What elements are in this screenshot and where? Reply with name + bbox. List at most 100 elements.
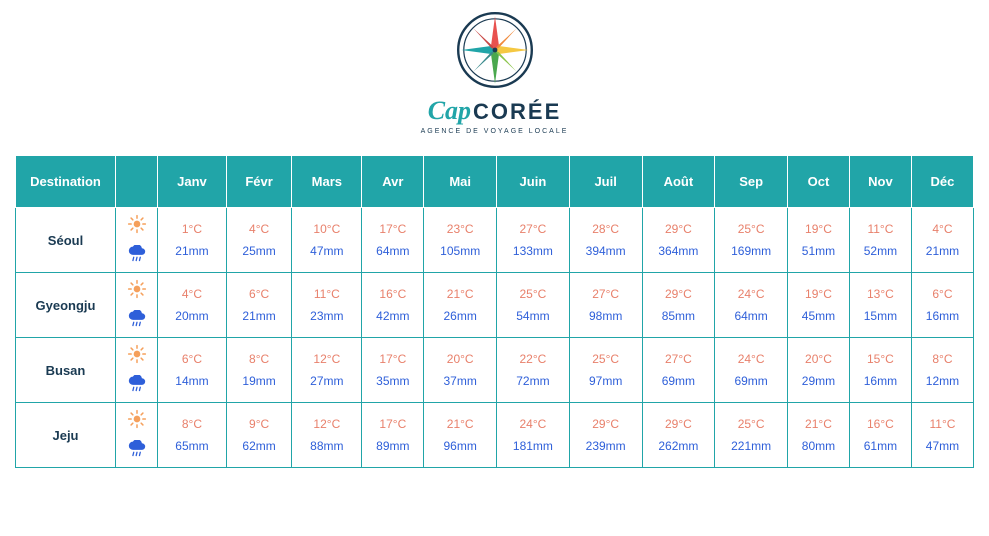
rainfall-value: 47mm — [914, 439, 971, 453]
rainfall-value: 21mm — [160, 244, 224, 258]
table-header-cell: Févr — [226, 156, 291, 208]
data-cell: 25°C 54mm — [497, 273, 570, 338]
rainfall-value: 16mm — [852, 374, 909, 388]
data-cell: 8°C65mm — [158, 403, 227, 468]
rainfall-value: 27mm — [294, 374, 359, 388]
rainfall-value: 16mm — [914, 309, 971, 323]
data-cell: 12°C88mm — [292, 403, 362, 468]
rainfall-value: 98mm — [572, 309, 640, 323]
table-header-cell: Déc — [911, 156, 973, 208]
data-cell: 8°C 12mm — [911, 338, 973, 403]
temperature-value: 6°C — [914, 287, 971, 301]
data-cell: 19°C45mm — [787, 273, 849, 338]
data-cell: 4°C21mm — [911, 208, 973, 273]
temperature-value: 9°C — [229, 417, 289, 431]
temperature-value: 29°C — [572, 417, 640, 431]
table-row: Gyeongju4°C20mm6°C21mm11°C23mm16°C42mm21… — [16, 273, 974, 338]
rainfall-value: 394mm — [572, 244, 640, 258]
data-cell: 27°C 98mm — [569, 273, 642, 338]
brand-cap-text: Cap — [428, 96, 471, 126]
temperature-value: 15°C — [852, 352, 909, 366]
rainfall-value: 105mm — [426, 244, 494, 258]
data-cell: 6°C14mm — [158, 338, 227, 403]
brand-tagline: AGENCE DE VOYAGE LOCALE — [421, 128, 569, 135]
sun-icon — [127, 344, 147, 367]
data-cell: 23°C 105mm — [424, 208, 497, 273]
data-cell: 4°C20mm — [158, 273, 227, 338]
data-cell: 29°C85mm — [642, 273, 715, 338]
data-cell: 19°C51mm — [787, 208, 849, 273]
rainfall-value: 47mm — [294, 244, 359, 258]
rainfall-value: 88mm — [294, 439, 359, 453]
temperature-value: 16°C — [852, 417, 909, 431]
rainfall-value: 64mm — [364, 244, 421, 258]
temperature-value: 21°C — [790, 417, 847, 431]
rainfall-value: 12mm — [914, 374, 971, 388]
temperature-value: 23°C — [426, 222, 494, 236]
rainfall-value: 364mm — [645, 244, 713, 258]
temperature-value: 27°C — [572, 287, 640, 301]
table-header-cell: Mai — [424, 156, 497, 208]
temperature-value: 11°C — [914, 417, 971, 431]
rainfall-value: 51mm — [790, 244, 847, 258]
rainfall-value: 54mm — [499, 309, 567, 323]
sun-icon — [127, 214, 147, 237]
temperature-value: 29°C — [645, 287, 713, 301]
rainfall-value: 45mm — [790, 309, 847, 323]
rainfall-value: 97mm — [572, 374, 640, 388]
temperature-value: 1°C — [160, 222, 224, 236]
data-cell: 29°C364mm — [642, 208, 715, 273]
temperature-value: 21°C — [426, 287, 494, 301]
table-header-cell — [116, 156, 158, 208]
temperature-value: 8°C — [229, 352, 289, 366]
table-header-row: DestinationJanvFévrMarsAvrMaiJuinJuilAoû… — [16, 156, 974, 208]
rainfall-value: 181mm — [499, 439, 567, 453]
temperature-value: 24°C — [717, 287, 785, 301]
temperature-value: 27°C — [499, 222, 567, 236]
data-cell: 20°C37mm — [424, 338, 497, 403]
rainfall-value: 96mm — [426, 439, 494, 453]
data-cell: 25°C169mm — [715, 208, 788, 273]
rainfall-value: 262mm — [645, 439, 713, 453]
brand-name: Cap CORÉE — [428, 96, 562, 126]
metric-icons-cell — [116, 273, 158, 338]
data-cell: 28°C394mm — [569, 208, 642, 273]
rain-icon — [127, 375, 147, 396]
temperature-value: 24°C — [499, 417, 567, 431]
temperature-value: 22°C — [499, 352, 567, 366]
data-cell: 21°C96mm — [424, 403, 497, 468]
data-cell: 17°C89mm — [362, 403, 424, 468]
temperature-value: 17°C — [364, 352, 421, 366]
rainfall-value: 25mm — [229, 244, 289, 258]
sun-icon — [127, 279, 147, 302]
temperature-value: 25°C — [499, 287, 567, 301]
temperature-value: 17°C — [364, 222, 421, 236]
data-cell: 21°C80mm — [787, 403, 849, 468]
data-cell: 15°C 16mm — [849, 338, 911, 403]
data-cell: 12°C 27mm — [292, 338, 362, 403]
rain-icon — [127, 440, 147, 461]
rainfall-value: 19mm — [229, 374, 289, 388]
data-cell: 24°C64mm — [715, 273, 788, 338]
rainfall-value: 221mm — [717, 439, 785, 453]
data-cell: 6°C21mm — [226, 273, 291, 338]
rainfall-value: 35mm — [364, 374, 421, 388]
rainfall-value: 14mm — [160, 374, 224, 388]
temperature-value: 17°C — [364, 417, 421, 431]
data-cell: 27°C 133mm — [497, 208, 570, 273]
city-cell: Séoul — [16, 208, 116, 273]
data-cell: 10°C47mm — [292, 208, 362, 273]
data-cell: 9°C62mm — [226, 403, 291, 468]
temperature-value: 12°C — [294, 352, 359, 366]
temperature-value: 8°C — [914, 352, 971, 366]
rainfall-value: 61mm — [852, 439, 909, 453]
rainfall-value: 133mm — [499, 244, 567, 258]
rainfall-value: 20mm — [160, 309, 224, 323]
temperature-value: 24°C — [717, 352, 785, 366]
table-header-cell: Mars — [292, 156, 362, 208]
data-cell: 29°C 262mm — [642, 403, 715, 468]
temperature-value: 29°C — [645, 417, 713, 431]
rainfall-value: 23mm — [294, 309, 359, 323]
climate-table: DestinationJanvFévrMarsAvrMaiJuinJuilAoû… — [15, 155, 974, 468]
rainfall-value: 239mm — [572, 439, 640, 453]
